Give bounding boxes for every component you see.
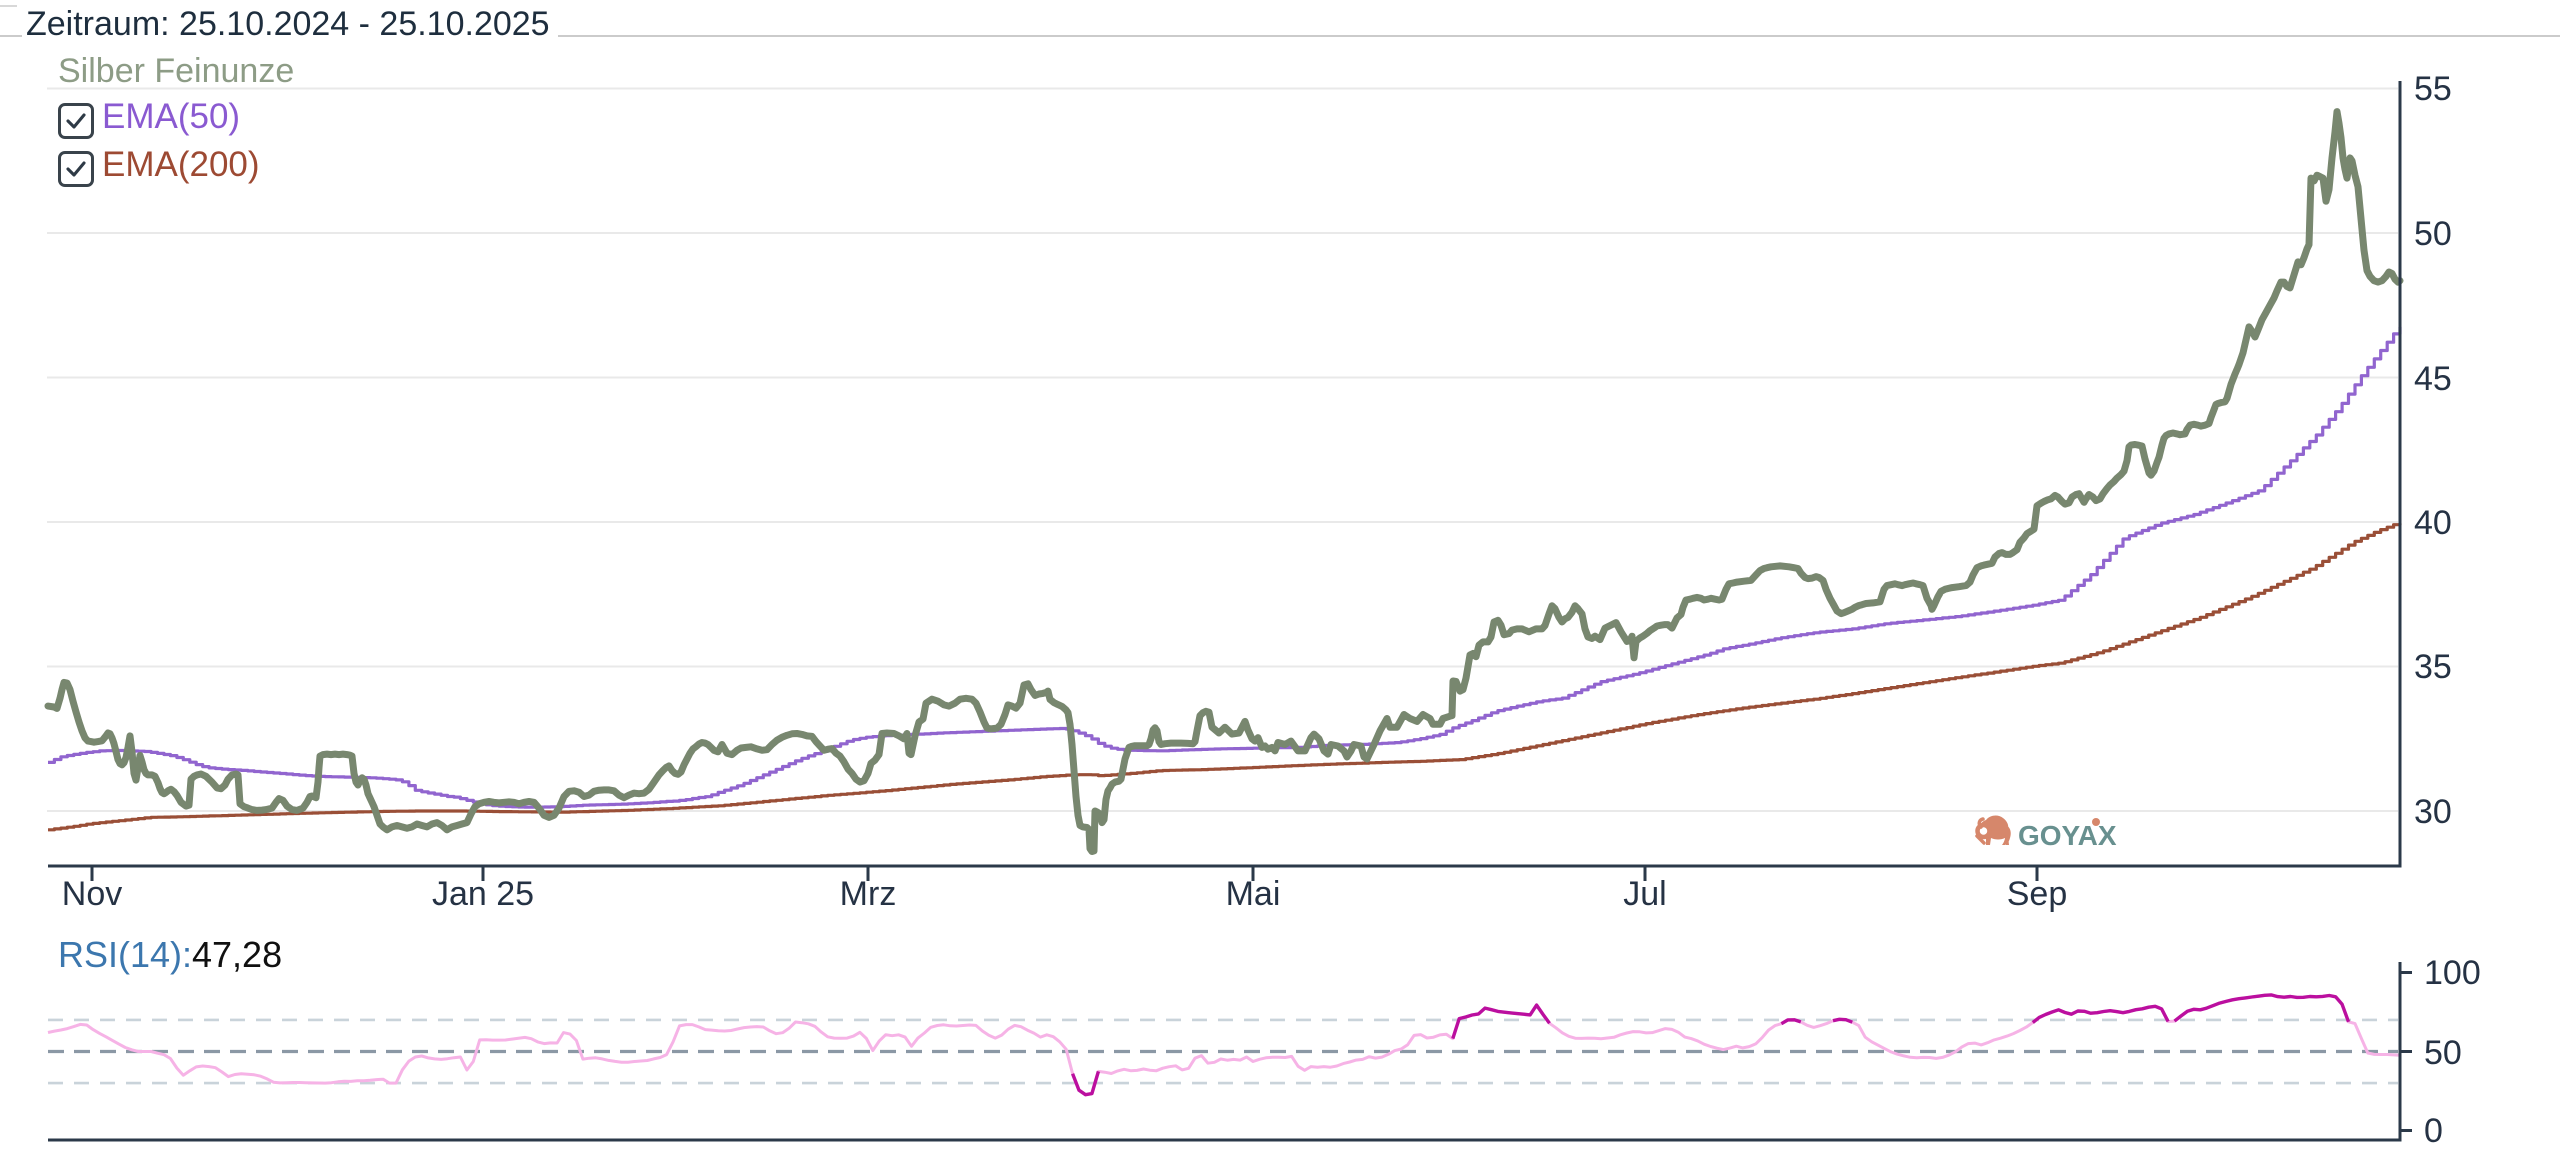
svg-text:47,28: 47,28 [192, 934, 282, 975]
svg-text:Sep: Sep [2007, 875, 2068, 913]
svg-text:30: 30 [2414, 793, 2452, 831]
svg-text:Mrz: Mrz [840, 875, 897, 913]
svg-text:GOYAX: GOYAX [2018, 820, 2117, 851]
svg-text:45: 45 [2414, 360, 2452, 398]
svg-text:Jan 25: Jan 25 [432, 875, 534, 913]
svg-text:55: 55 [2414, 70, 2452, 108]
svg-text:50: 50 [2424, 1034, 2462, 1072]
svg-text:40: 40 [2414, 504, 2452, 542]
svg-text:Nov: Nov [62, 875, 122, 913]
svg-text:35: 35 [2414, 648, 2452, 686]
svg-text:Jul: Jul [1623, 875, 1666, 913]
svg-text:100: 100 [2424, 954, 2481, 992]
svg-text:Mai: Mai [1226, 875, 1281, 913]
svg-text:RSI(14):: RSI(14): [58, 934, 192, 975]
svg-text:50: 50 [2414, 215, 2452, 253]
svg-text:0: 0 [2424, 1112, 2443, 1150]
